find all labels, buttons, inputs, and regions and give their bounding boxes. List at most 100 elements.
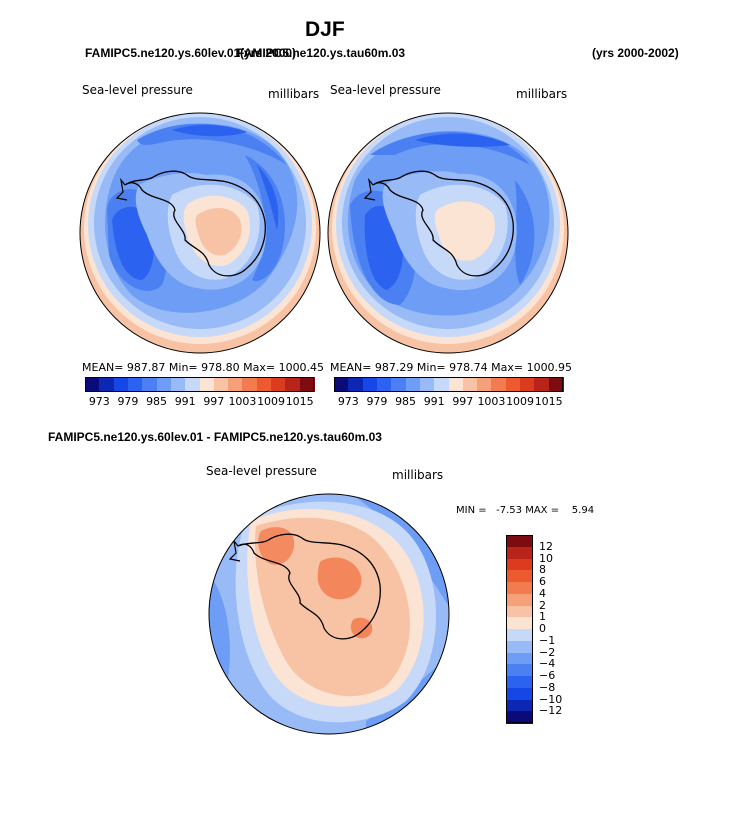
right-colorbar: 973 979 985 991 997 1003 1009 1015 [334, 377, 564, 408]
colorbar-swatch [491, 377, 507, 392]
colorbar-tick-label: 4 [539, 586, 546, 600]
colorbar-swatch [520, 377, 535, 392]
colorbar-swatch [506, 640, 533, 653]
colorbar-tick-label: 1015 [285, 395, 314, 408]
run1-header: FAMIPC5.ne120.ys.60lev.01 [85, 46, 241, 60]
colorbar-swatch [548, 377, 564, 392]
diff-variable-label: Sea-level pressure [206, 464, 317, 478]
colorbar-tick-label: 0 [539, 622, 546, 635]
colorbar-swatch [462, 377, 478, 392]
colorbar-swatch [199, 377, 215, 392]
colorbar-tick-label: −6 [539, 669, 556, 682]
colorbar-swatch [362, 377, 378, 392]
right-variable-label: Sea-level pressure [330, 83, 441, 97]
colorbar-swatch [448, 377, 464, 392]
colorbar-tick-label: 997 [203, 395, 225, 408]
colorbar-tick-label: 991 [174, 395, 196, 408]
colorbar-swatch [348, 377, 364, 392]
colorbar-swatch [506, 687, 533, 700]
colorbar-swatch [127, 377, 143, 392]
colorbar-swatch [506, 664, 533, 677]
colorbar-swatch [142, 377, 158, 392]
colorbar-swatch [271, 377, 286, 392]
colorbar-tick-label: 2 [539, 598, 546, 612]
diff-header: FAMIPC5.ne120.ys.60lev.01 - FAMIPC5.ne12… [48, 430, 382, 444]
colorbar-swatch [256, 377, 272, 392]
colorbar-swatch [506, 535, 533, 548]
colorbar-border [334, 377, 563, 392]
diff-slp-map [208, 493, 450, 735]
colorbar-swatch [170, 377, 186, 392]
colorbar-swatch [506, 652, 533, 665]
colorbar-tick-label: 979 [117, 395, 139, 408]
colorbar-tick-label: 997 [452, 395, 474, 408]
colorbar-swatch [185, 377, 200, 392]
colorbar-swatch [113, 377, 129, 392]
colorbar-swatch [376, 377, 392, 392]
left-variable-label: Sea-level pressure [82, 83, 193, 97]
colorbar-tick-label: 6 [539, 575, 546, 588]
colorbar-tick-label: −8 [539, 680, 556, 694]
colorbar-tick-label: 985 [395, 395, 417, 408]
colorbar-swatch [419, 377, 435, 392]
diff-stats: MIN = -7.53 MAX = 5.94 [456, 505, 595, 516]
colorbar-swatch [506, 617, 533, 630]
colorbar-tick-label: 1003 [477, 395, 506, 408]
colorbar-tick-label: 1003 [228, 395, 257, 408]
left-colorbar: 973 979 985 991 997 1003 1009 1015 [85, 377, 315, 408]
colorbar-swatch [534, 377, 550, 392]
right-slp-map [327, 112, 569, 354]
colorbar-swatch [505, 377, 521, 392]
run2-header: FAMIPC5.ne120.ys.tau60m.03 [237, 46, 406, 60]
colorbar-swatch [228, 377, 243, 392]
colorbar-swatch [405, 377, 421, 392]
diff-colorbar: 12 10 8 6 4 2 1 0 −1 −2 −4 −6 −8 −10 −12 [506, 535, 562, 724]
colorbar-swatch [506, 676, 533, 689]
colorbar-tick-label: 991 [423, 395, 445, 408]
colorbar-tick-label: 979 [366, 395, 388, 408]
colorbar-swatch [334, 377, 349, 392]
colorbar-swatch [99, 377, 115, 392]
colorbar-swatch [506, 711, 533, 724]
colorbar-tick-label: 10 [539, 551, 553, 565]
run1-years: (yrs 2000) [240, 46, 297, 60]
colorbar-swatch [285, 377, 301, 392]
colorbar-tick-label: 1009 [257, 395, 286, 408]
colorbar-tick-label: 1 [539, 610, 546, 624]
colorbar-border [85, 377, 314, 392]
colorbar-tick-label: 985 [146, 395, 168, 408]
colorbar-tick-label: −4 [539, 657, 556, 671]
season-title: DJF [305, 18, 345, 41]
colorbar-tick-label: 1015 [534, 395, 563, 408]
diff-units-label: millibars [392, 468, 444, 482]
colorbar-swatch [156, 377, 172, 392]
colorbar-swatch [506, 546, 533, 559]
colorbar-swatch [506, 629, 533, 642]
colorbar-tick-label: 973 [88, 395, 110, 408]
colorbar-tick-label: −12 [539, 704, 563, 718]
right-units-label: millibars [516, 87, 568, 101]
colorbar-swatch [299, 377, 315, 392]
colorbar-swatch [213, 377, 229, 392]
colorbar-tick-label: 8 [539, 563, 546, 577]
colorbar-tick-label: 12 [539, 539, 553, 553]
colorbar-swatch [506, 593, 533, 606]
left-slp-map [79, 112, 321, 354]
colorbar-swatch [477, 377, 492, 392]
colorbar-swatch [242, 377, 258, 392]
colorbar-swatch [391, 377, 407, 392]
colorbar-swatch [506, 582, 533, 595]
colorbar-swatch [434, 377, 449, 392]
colorbar-swatch [506, 570, 533, 583]
colorbar-tick-label: −10 [539, 692, 563, 706]
colorbar-border [506, 535, 533, 723]
colorbar-tick-label: 1009 [506, 395, 535, 408]
colorbar-swatch [506, 605, 533, 618]
colorbar-swatch [506, 699, 533, 712]
colorbar-swatch [506, 558, 533, 571]
colorbar-tick-label: 973 [337, 395, 359, 408]
colorbar-tick-label: −2 [539, 645, 556, 659]
run2-years: (yrs 2000-2002) [592, 46, 679, 60]
left-units-label: millibars [268, 87, 320, 101]
colorbar-tick-label: −1 [539, 633, 556, 647]
